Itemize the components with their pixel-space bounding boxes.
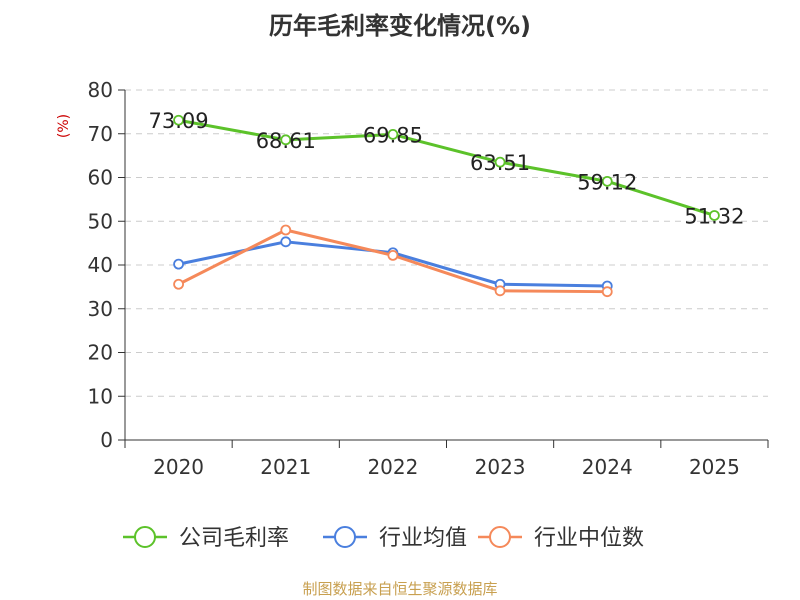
data-point: [494, 285, 506, 297]
data-point: [709, 210, 720, 221]
x-tick-label: 2025: [689, 455, 740, 479]
legend-marker: [489, 526, 511, 548]
legend-label: 行业中位数: [534, 526, 644, 551]
series-line: [177, 228, 608, 294]
data-point: [387, 249, 399, 261]
data-point: [173, 258, 184, 270]
data-label: 51.32: [684, 204, 744, 228]
legend-marker: [134, 526, 156, 548]
series-line: [178, 118, 715, 217]
data-label: 68.61: [256, 129, 316, 153]
data-label: 59.12: [577, 170, 637, 194]
data-point: [173, 278, 184, 290]
chart-title: 历年毛利率变化情况(%): [269, 12, 531, 40]
y-tick-label: 40: [88, 253, 113, 277]
axis-layer: 0 10 20 30 40 50 60 70 80 2020 2021 2022 2023 2024 202…: [88, 78, 769, 479]
y-tick-label: 70: [88, 122, 113, 146]
data-point: [280, 134, 292, 146]
legend-item[interactable]: 行业均值: [323, 526, 467, 551]
legend[interactable]: 公司毛利率 行业均值 行业中位数: [123, 526, 644, 551]
y-tick-label: 10: [88, 384, 113, 408]
y-tick-label: 30: [88, 297, 113, 321]
data-point: [494, 156, 506, 168]
y-tick-label: 0: [100, 428, 113, 452]
legend-item[interactable]: 行业中位数: [478, 526, 644, 551]
data-point: [387, 129, 399, 140]
y-tick-label: 20: [88, 341, 113, 365]
data-point: [601, 175, 613, 187]
y-axis-label: (%): [56, 114, 72, 138]
grid-layer: [125, 89, 768, 397]
y-tick-label: 50: [88, 209, 113, 233]
y-tick-label: 60: [88, 166, 113, 190]
source-footer: 制图数据来自恒生聚源数据库: [302, 580, 498, 598]
x-tick-label: 2022: [367, 455, 418, 479]
legend-item[interactable]: 公司毛利率: [123, 526, 289, 551]
series-layer: [173, 114, 720, 298]
data-point: [173, 114, 184, 126]
x-tick-label: 2020: [153, 455, 204, 479]
data-point: [280, 236, 292, 248]
legend-label: 行业均值: [379, 526, 467, 551]
legend-label: 公司毛利率: [179, 526, 289, 551]
legend-marker: [334, 526, 356, 548]
data-label-layer: 73.09 68.61 69.85 63.51 59.12 51.32: [149, 109, 745, 228]
data-label: 69.85: [363, 123, 423, 147]
x-tick-label: 2024: [582, 455, 633, 479]
x-tick-label: 2021: [260, 455, 311, 479]
data-label: 63.51: [470, 151, 530, 175]
y-tick-label: 80: [88, 78, 113, 102]
data-point: [280, 224, 292, 236]
x-tick-label: 2023: [475, 455, 526, 479]
data-label: 73.09: [149, 109, 209, 133]
data-point: [601, 286, 613, 298]
